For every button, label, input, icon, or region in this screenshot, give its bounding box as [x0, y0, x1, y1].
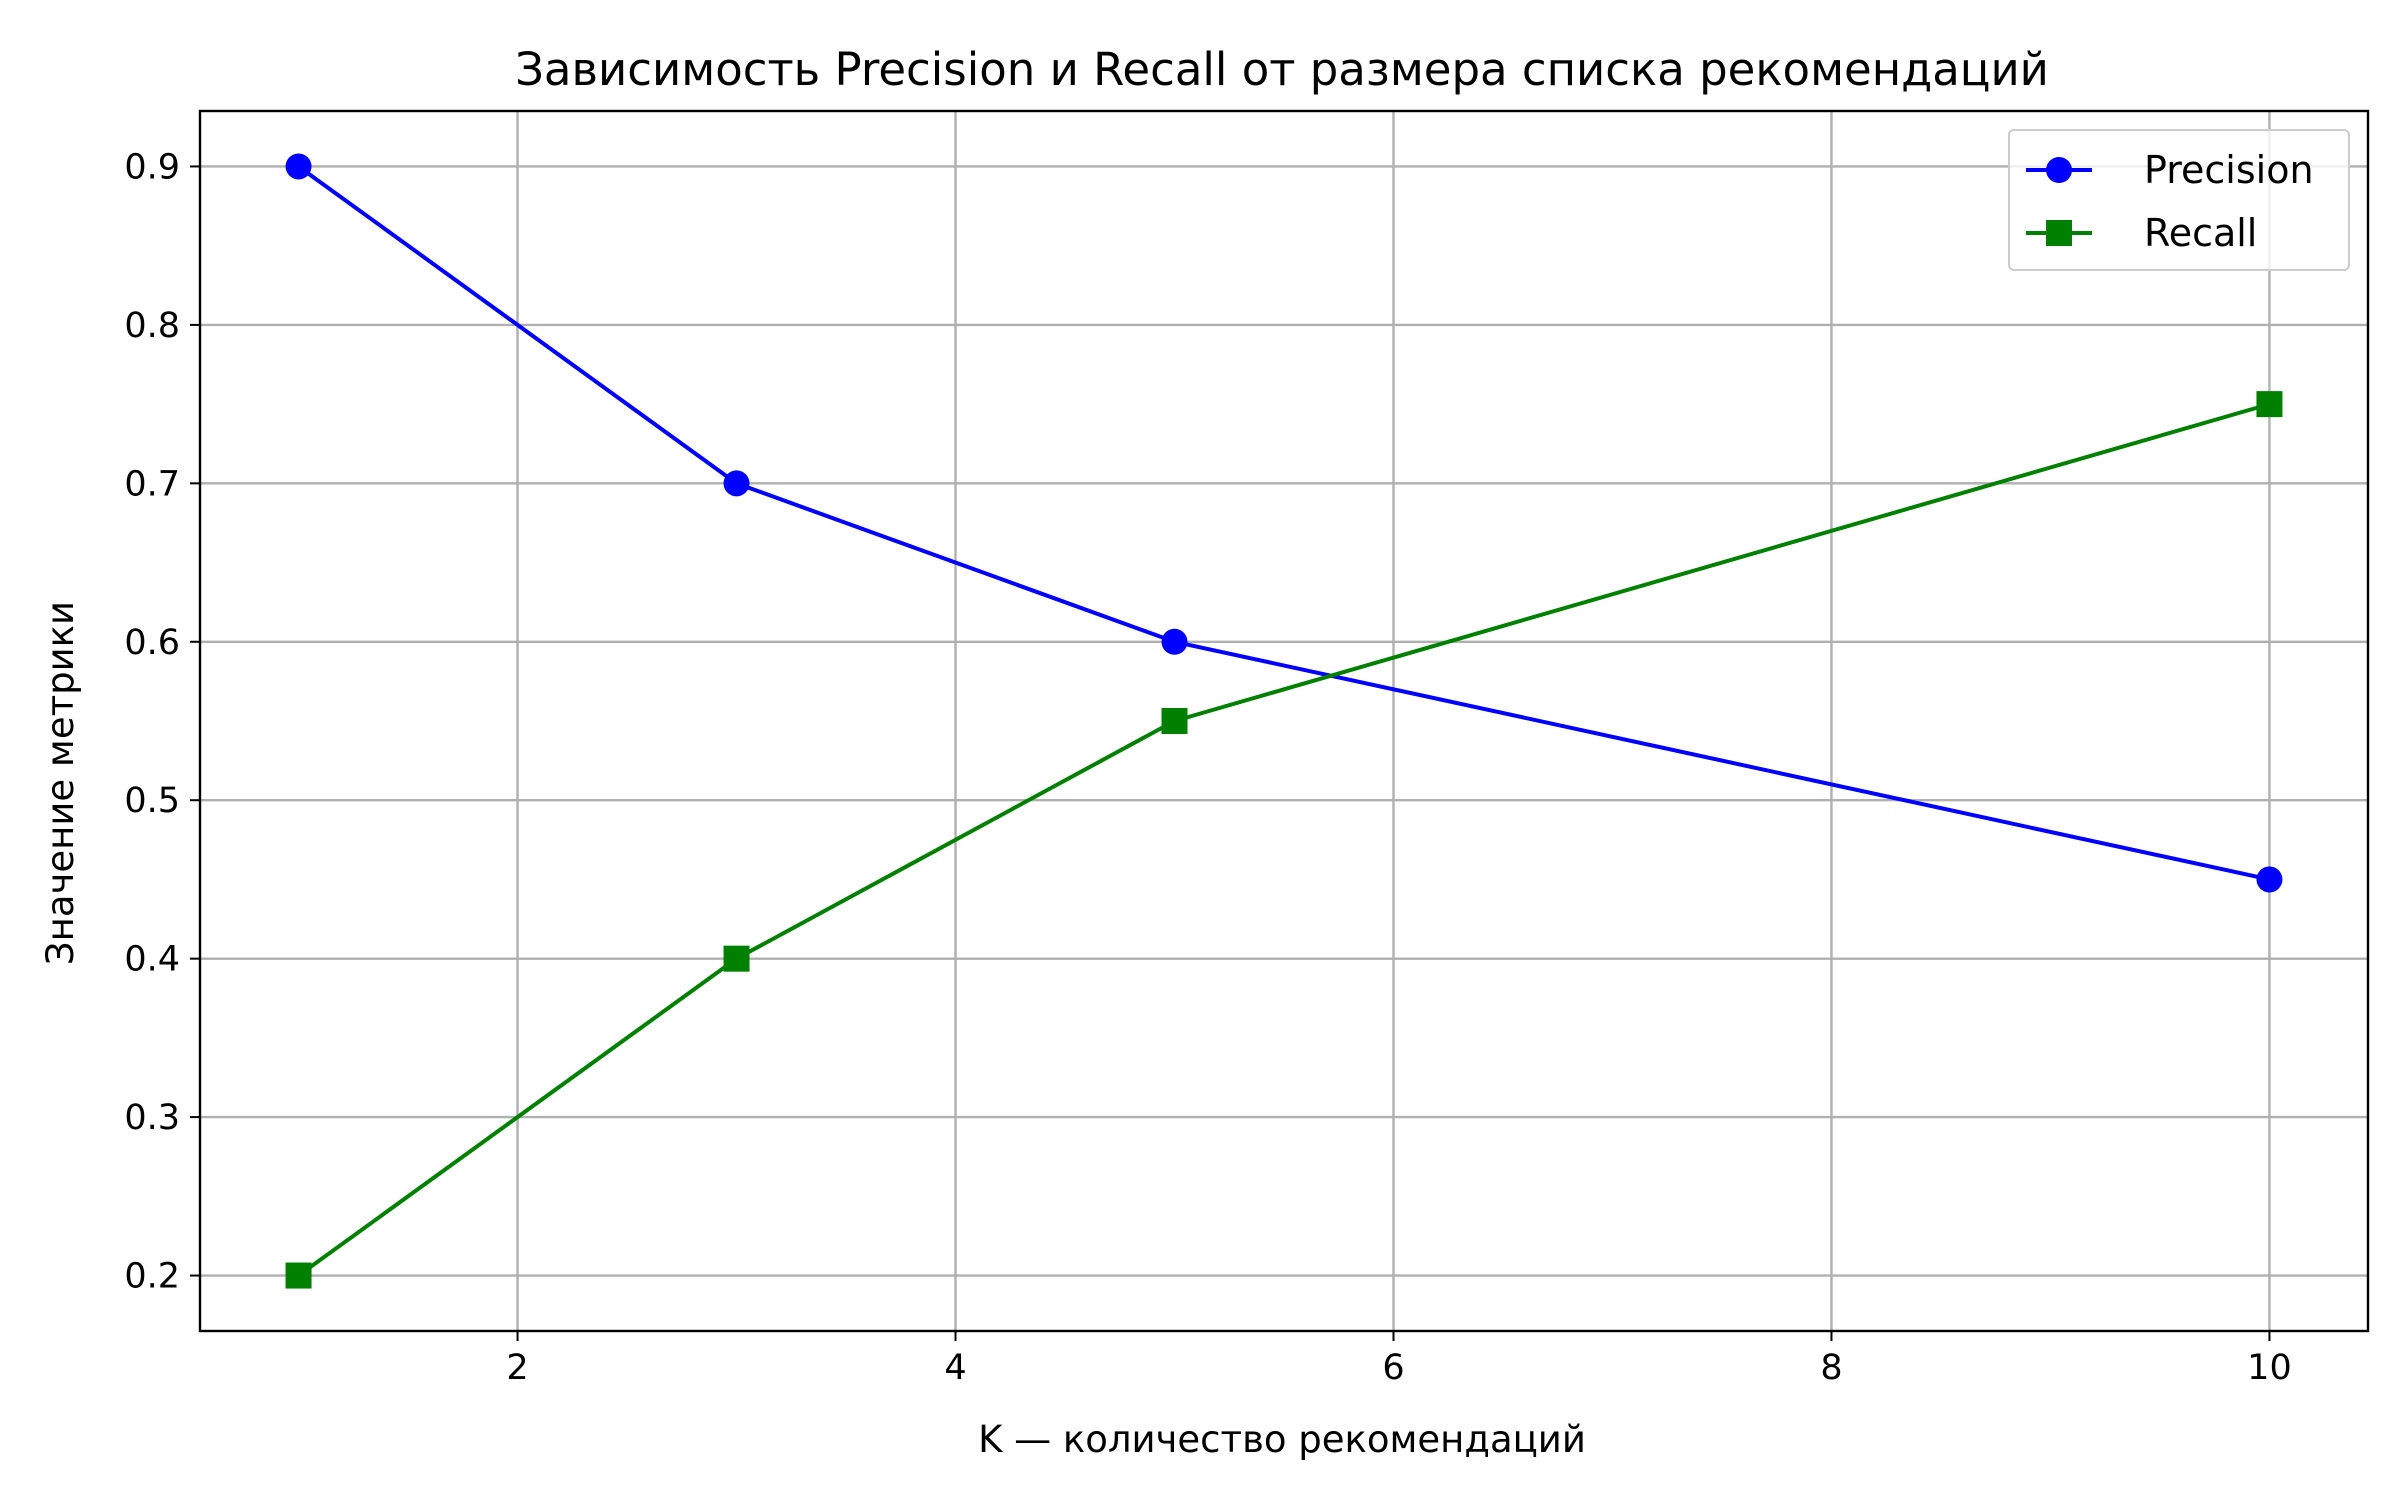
- x-tick-label: 2: [506, 1348, 528, 1388]
- precision-point: [2256, 866, 2283, 893]
- y-tick-label: 0.7: [124, 464, 180, 504]
- series-precision: [285, 153, 2283, 893]
- series-layer: [285, 153, 2283, 1289]
- y-tick-label: 0.5: [124, 781, 180, 821]
- recall-line: [297, 402, 2271, 1278]
- y-tick-label: 0.9: [124, 147, 180, 187]
- y-tick-label: 0.2: [124, 1257, 180, 1297]
- axis-ticks: 2 4 6 8 10 0.2 0.3 0.4 0.5 0.6 0.7 0.8 0.9: [124, 147, 2291, 1388]
- y-tick-label: 0.8: [124, 306, 180, 346]
- legend-precision-marker: [2046, 157, 2072, 183]
- grid: [200, 111, 2368, 1331]
- x-tick-label: 10: [2247, 1348, 2292, 1388]
- recall-point: [2256, 391, 2283, 418]
- precision-point: [723, 470, 750, 497]
- recall-point: [1161, 708, 1188, 734]
- x-tick-label: 4: [944, 1348, 966, 1388]
- precision-point: [285, 153, 312, 180]
- y-axis-title: Значение метрики: [39, 601, 82, 965]
- y-tick-label: 0.3: [124, 1098, 180, 1138]
- x-tick-label: 8: [1820, 1348, 1842, 1388]
- legend-recall-label: Recall: [2144, 211, 2257, 255]
- y-tick-label: 0.4: [124, 940, 180, 980]
- legend: Precision Recall: [2008, 129, 2350, 271]
- precision-line: [297, 164, 2270, 882]
- recall-point: [285, 1262, 312, 1289]
- chart-title: Зависимость Precision и Recall от размер…: [515, 43, 2049, 96]
- x-tick-label: 6: [1382, 1348, 1404, 1388]
- series-recall: [285, 391, 2283, 1289]
- legend-recall-marker: [2046, 220, 2072, 246]
- y-tick-label: 0.6: [124, 623, 180, 663]
- precision-point: [1161, 628, 1188, 655]
- legend-box: [2008, 129, 2350, 271]
- recall-point: [723, 945, 750, 972]
- plot-area-frame: [198, 109, 2370, 1333]
- legend-precision-label: Precision: [2144, 148, 2314, 192]
- x-axis-title: K — количество рекомендаций: [978, 1418, 1586, 1461]
